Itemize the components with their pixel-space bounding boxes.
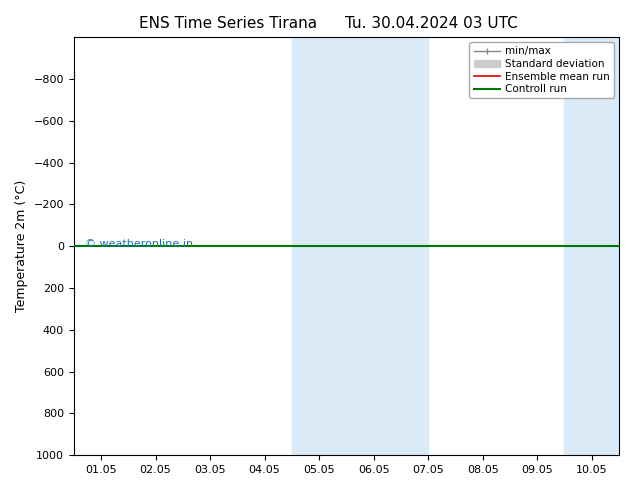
Legend: min/max, Standard deviation, Ensemble mean run, Controll run: min/max, Standard deviation, Ensemble me… [469, 42, 614, 98]
Text: © weatheronline.in: © weatheronline.in [85, 239, 193, 249]
Y-axis label: Temperature 2m (°C): Temperature 2m (°C) [15, 180, 28, 312]
Bar [292, 37, 428, 455]
Text: Tu. 30.04.2024 03 UTC: Tu. 30.04.2024 03 UTC [345, 16, 517, 31]
Text: ENS Time Series Tirana: ENS Time Series Tirana [139, 16, 317, 31]
Bar [564, 37, 634, 455]
